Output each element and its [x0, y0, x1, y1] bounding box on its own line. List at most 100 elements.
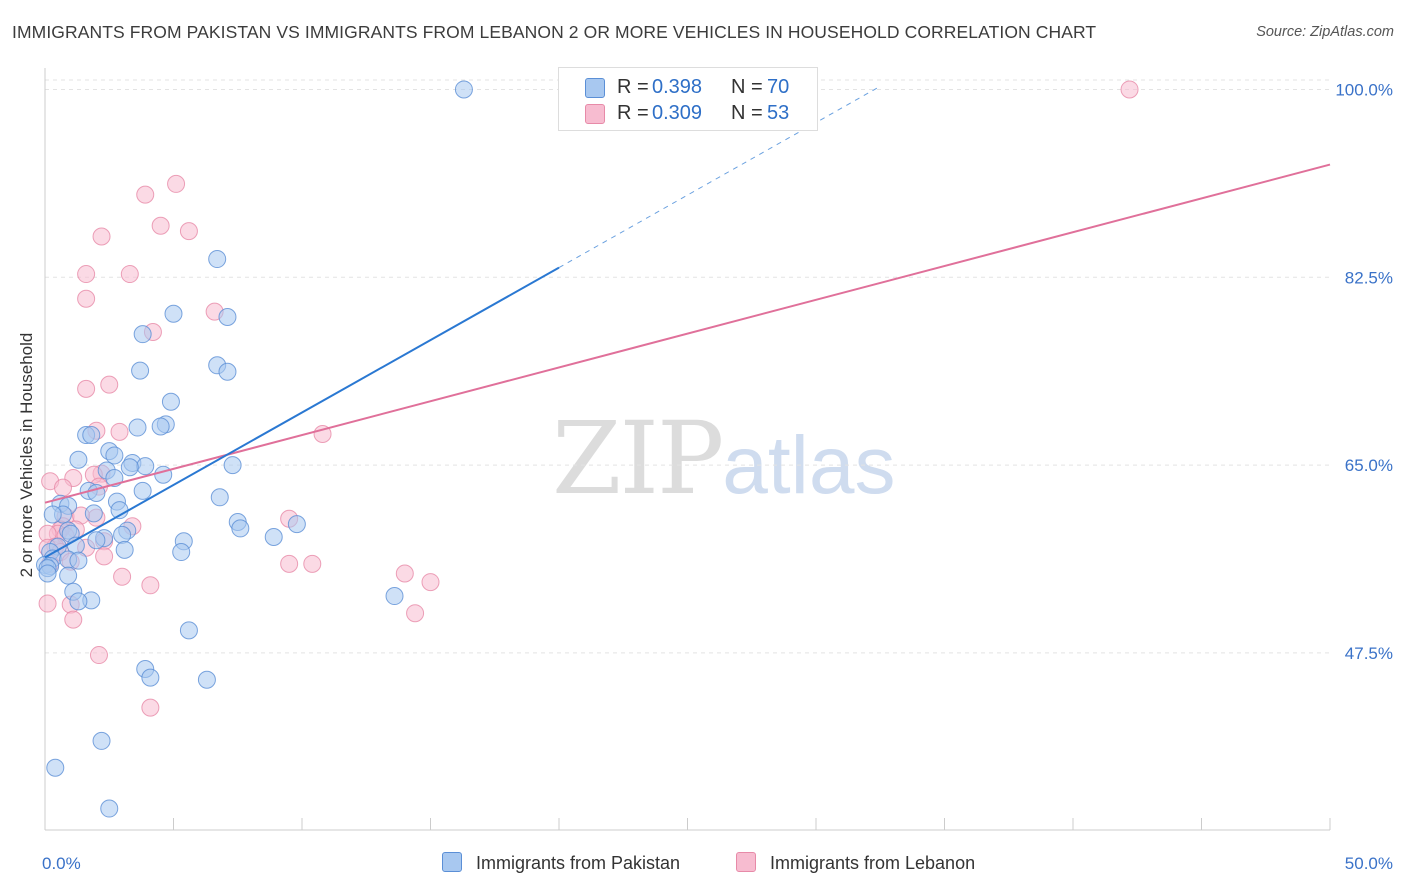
lebanon-point	[77, 289, 96, 308]
pakistan-point	[105, 468, 124, 487]
lebanon-point	[95, 547, 114, 566]
tick-labels: 47.5% 65.0% 82.5% 100.0% 0.0% 50.0%	[42, 80, 1393, 873]
bottom-legend-swatch-lebanon	[736, 852, 756, 872]
pakistan-point	[59, 566, 78, 585]
pakistan-point	[136, 457, 155, 476]
legend-r-value: 0.398	[652, 76, 703, 98]
pakistan-point	[172, 543, 191, 562]
lebanon-point	[280, 554, 299, 573]
lebanon-point	[38, 594, 57, 613]
lebanon-trend-line	[44, 163, 1331, 504]
pakistan-point	[105, 446, 124, 465]
pakistan-point	[113, 525, 132, 544]
pakistan-point	[223, 456, 242, 475]
pakistan-point	[161, 392, 180, 411]
pakistan-point	[131, 361, 150, 380]
lebanon-point	[179, 222, 198, 241]
lebanon-point	[77, 265, 96, 284]
lebanon-point	[100, 375, 119, 394]
pakistan-point	[69, 551, 88, 570]
chart-title: IMMIGRANTS FROM PAKISTAN VS IMMIGRANTS F…	[12, 22, 1097, 42]
axes	[44, 68, 1331, 831]
lebanon-point	[113, 567, 132, 586]
lebanon-point	[141, 698, 160, 717]
lebanon-point	[136, 185, 155, 204]
lebanon-point	[89, 646, 108, 665]
pakistan-point	[46, 758, 65, 777]
lebanon-point	[421, 573, 440, 592]
watermark-zip: ZIP	[552, 400, 724, 517]
bottom-legend-label: Immigrants from Lebanon	[770, 853, 976, 873]
legend-n-label: N =	[731, 76, 763, 98]
legend-n-value: 53	[767, 102, 790, 124]
pakistan-point	[128, 418, 147, 437]
pakistan-point	[179, 621, 198, 640]
pakistan-point	[82, 426, 101, 445]
pakistan-point	[164, 304, 183, 323]
pakistan-point	[210, 488, 229, 507]
pakistan-point	[133, 325, 152, 344]
pakistan-point	[43, 505, 62, 524]
pakistan-point	[208, 250, 227, 269]
correlation-legend: R = 0.398 N = 70 R = 0.309 N = 53	[558, 67, 818, 131]
pakistan-point	[287, 515, 306, 534]
pakistan-point	[154, 465, 173, 484]
grid-lines	[45, 79, 1330, 654]
lebanon-point	[395, 564, 414, 583]
lebanon-point	[406, 604, 425, 623]
pakistan-point	[38, 564, 57, 583]
y-tick-label: 47.5%	[1345, 644, 1393, 663]
y-tick-label: 100.0%	[1335, 80, 1393, 99]
lebanon-point	[167, 174, 186, 193]
y-tick-label: 65.0%	[1345, 456, 1393, 475]
pakistan-point	[197, 670, 216, 689]
pakistan-trend-extension	[558, 85, 881, 269]
pakistan-point	[120, 458, 139, 477]
pakistan-point	[151, 417, 170, 436]
pakistan-point	[454, 80, 473, 99]
pakistan-point	[231, 519, 250, 538]
lebanon-points	[38, 80, 1139, 717]
legend-n-value: 70	[767, 76, 790, 98]
pakistan-point	[69, 450, 88, 469]
pakistan-point	[133, 481, 152, 500]
bottom-legend-pakistan: Immigrants from Pakistan	[442, 852, 680, 874]
legend-n-label: N =	[731, 102, 763, 124]
pakistan-trend-line	[44, 266, 560, 559]
lebanon-point	[120, 265, 139, 284]
watermark: ZIPatlas	[552, 400, 896, 517]
lebanon-point	[151, 216, 170, 235]
pakistan-points	[36, 80, 473, 818]
lebanon-point	[53, 478, 72, 497]
lebanon-point	[64, 610, 83, 629]
source-credit: Source: ZipAtlas.com	[1256, 24, 1394, 40]
bottom-legend-swatch-pakistan	[442, 852, 462, 872]
trend-lines	[44, 85, 1331, 559]
pakistan-point	[385, 587, 404, 606]
legend-r-label: R =	[617, 102, 649, 124]
pakistan-point	[141, 668, 160, 687]
y-tick-label: 82.5%	[1345, 268, 1393, 287]
legend-swatch-lebanon	[585, 104, 605, 124]
legend-r-value: 0.309	[652, 102, 703, 124]
x-tick-label: 0.0%	[42, 854, 81, 873]
pakistan-point	[69, 592, 88, 611]
bottom-legend-label: Immigrants from Pakistan	[476, 853, 681, 873]
lebanon-point	[303, 554, 322, 573]
pakistan-point	[87, 531, 106, 550]
legend-r-label: R =	[617, 76, 649, 98]
lebanon-point	[110, 422, 129, 441]
pakistan-point	[92, 731, 111, 750]
lebanon-point	[77, 379, 96, 398]
pakistan-point	[100, 799, 119, 818]
lebanon-point	[141, 576, 160, 595]
lebanon-point	[92, 227, 111, 246]
x-tick-label: 50.0%	[1345, 854, 1393, 873]
pakistan-point	[218, 307, 237, 326]
pakistan-point	[264, 528, 283, 547]
pakistan-point	[115, 540, 134, 559]
pakistan-point	[84, 504, 103, 523]
pakistan-point	[218, 362, 237, 381]
legend-swatch-pakistan	[585, 78, 605, 98]
